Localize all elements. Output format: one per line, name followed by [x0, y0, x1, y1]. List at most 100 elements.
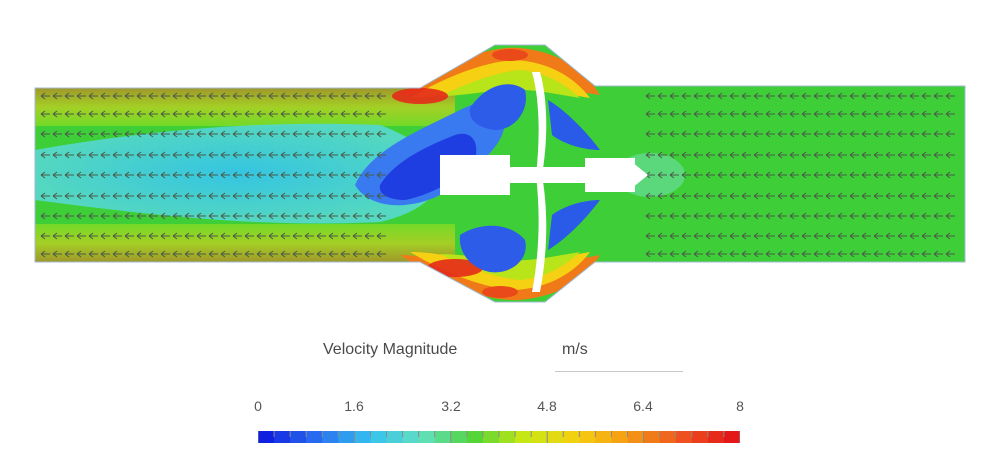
flow-arrow [148, 250, 158, 258]
flow-arrow [64, 92, 74, 100]
flow-arrow [268, 151, 278, 159]
flow-arrow [52, 151, 62, 159]
flow-arrow [765, 130, 775, 138]
flow-arrow [256, 171, 266, 179]
flow-arrow [717, 232, 727, 240]
flow-arrow [909, 212, 919, 220]
flow-arrow [304, 250, 314, 258]
flow-arrow [921, 192, 931, 200]
flow-arrow [184, 110, 194, 118]
flow-arrow [280, 232, 290, 240]
flow-arrow [777, 92, 787, 100]
flow-arrow [136, 110, 146, 118]
flow-arrow [789, 92, 799, 100]
flow-arrow [849, 151, 859, 159]
flow-arrow [352, 151, 362, 159]
flow-arrow [849, 192, 859, 200]
flow-arrow [897, 130, 907, 138]
flow-arrow [40, 171, 50, 179]
flow-arrow [148, 171, 158, 179]
flow-arrow [376, 171, 386, 179]
flow-arrow [777, 192, 787, 200]
flow-arrow [645, 192, 655, 200]
flow-arrow [813, 171, 823, 179]
flow-arrow [681, 250, 691, 258]
flow-arrow [741, 151, 751, 159]
flow-arrow [801, 171, 811, 179]
flow-arrow [196, 212, 206, 220]
flow-arrow [100, 151, 110, 159]
flow-arrow [124, 110, 134, 118]
recirculation-left-core [379, 133, 477, 200]
flow-arrow [753, 250, 763, 258]
flow-arrow [232, 92, 242, 100]
flow-arrow [909, 130, 919, 138]
flow-arrow [100, 232, 110, 240]
flow-arrow [52, 92, 62, 100]
flow-arrow [172, 250, 182, 258]
flow-arrow [40, 212, 50, 220]
flow-arrow [849, 212, 859, 220]
flow-arrow [801, 110, 811, 118]
flow-arrow [669, 212, 679, 220]
flow-arrow [921, 110, 931, 118]
flow-arrow [352, 92, 362, 100]
flow-arrow [208, 171, 218, 179]
flow-arrow [100, 110, 110, 118]
flow-arrow [705, 151, 715, 159]
flow-arrow [885, 130, 895, 138]
flow-arrow [909, 92, 919, 100]
flow-arrow [184, 192, 194, 200]
flow-arrow [124, 151, 134, 159]
flow-arrow [801, 130, 811, 138]
flow-arrow [681, 130, 691, 138]
tick-label-5: 8 [736, 398, 744, 414]
flow-arrow [124, 92, 134, 100]
colorbar-segment [434, 431, 452, 443]
flow-arrow [777, 130, 787, 138]
flow-arrow [220, 232, 230, 240]
flow-arrow [100, 92, 110, 100]
recirculation-top [469, 84, 526, 130]
flow-arrow [657, 192, 667, 200]
flow-arrow [657, 212, 667, 220]
flow-arrow [813, 250, 823, 258]
flow-arrow [148, 232, 158, 240]
hotspot-bottom-left [427, 259, 483, 277]
flow-arrow [64, 151, 74, 159]
flow-arrow [837, 232, 847, 240]
flow-arrow [933, 110, 943, 118]
colorbar-segment [691, 431, 709, 443]
flow-arrow [873, 130, 883, 138]
flow-arrow [136, 92, 146, 100]
flow-arrow [885, 92, 895, 100]
flow-arrow [112, 130, 122, 138]
flow-arrow [657, 110, 667, 118]
flow-arrow [909, 110, 919, 118]
flow-arrow [340, 250, 350, 258]
flow-arrow [220, 250, 230, 258]
flow-arrow [789, 212, 799, 220]
flow-arrow [100, 171, 110, 179]
flow-arrow [292, 110, 302, 118]
flow-arrow [945, 110, 955, 118]
flow-arrow [160, 212, 170, 220]
colorbar-segment [482, 431, 500, 443]
flow-arrow [340, 130, 350, 138]
flow-arrow [909, 151, 919, 159]
flow-arrow [705, 232, 715, 240]
flow-arrow [184, 130, 194, 138]
flow-arrow [76, 110, 86, 118]
flow-arrow [292, 250, 302, 258]
flow-arrow [717, 92, 727, 100]
flow-arrow [256, 130, 266, 138]
flow-arrow [124, 250, 134, 258]
flow-arrow [280, 130, 290, 138]
flow-arrow [897, 171, 907, 179]
flow-arrow [645, 232, 655, 240]
flow-arrow [873, 110, 883, 118]
flow-arrow [244, 92, 254, 100]
flow-arrow [364, 212, 374, 220]
flow-arrow [268, 212, 278, 220]
flow-arrow [657, 250, 667, 258]
